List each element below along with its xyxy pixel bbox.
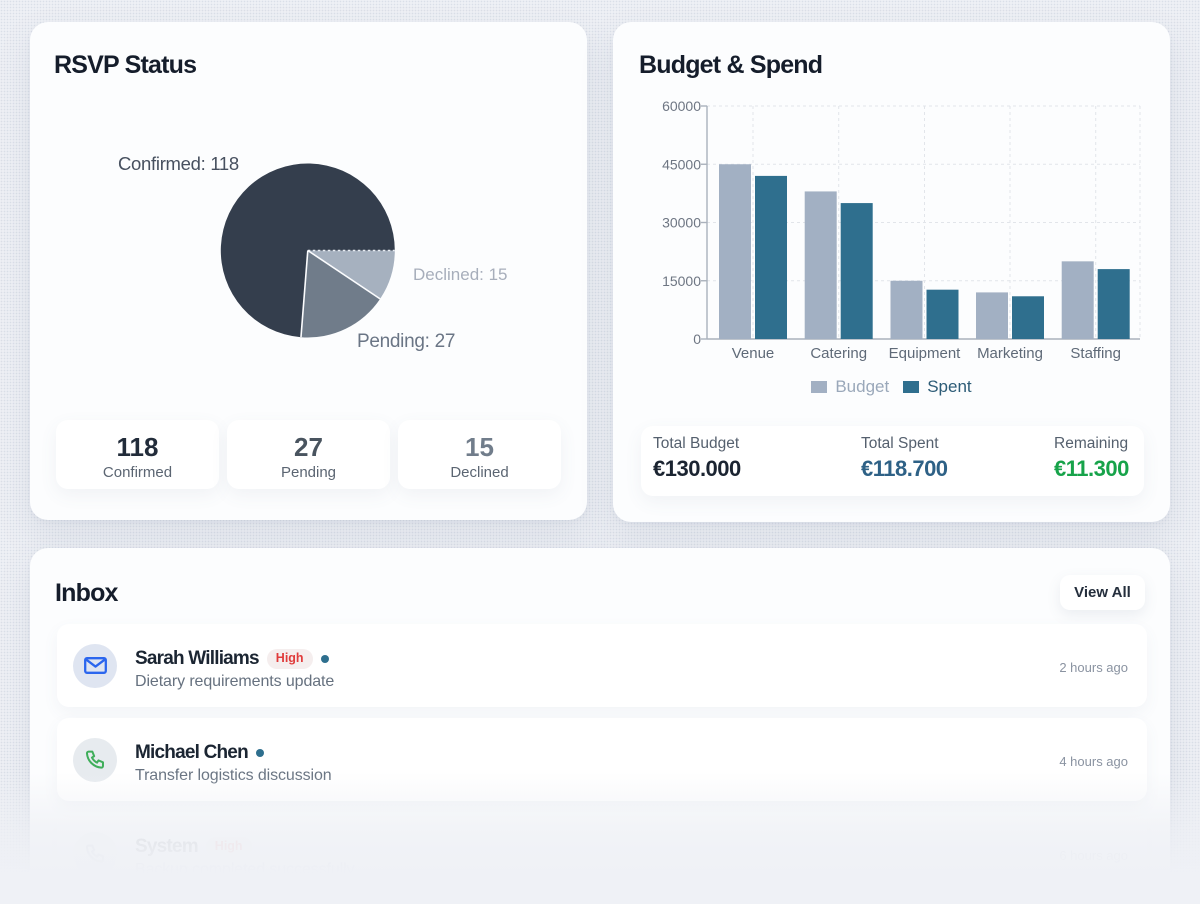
svg-text:Venue: Venue (732, 345, 775, 362)
svg-text:45000: 45000 (662, 156, 701, 172)
svg-text:Marketing: Marketing (977, 345, 1043, 362)
svg-text:0: 0 (693, 331, 701, 347)
svg-text:15000: 15000 (662, 273, 701, 289)
svg-text:60000: 60000 (662, 98, 701, 114)
svg-text:Equipment: Equipment (889, 345, 962, 362)
svg-text:Staffing: Staffing (1070, 345, 1121, 362)
svg-text:30000: 30000 (662, 215, 701, 231)
svg-text:Catering: Catering (810, 345, 867, 362)
